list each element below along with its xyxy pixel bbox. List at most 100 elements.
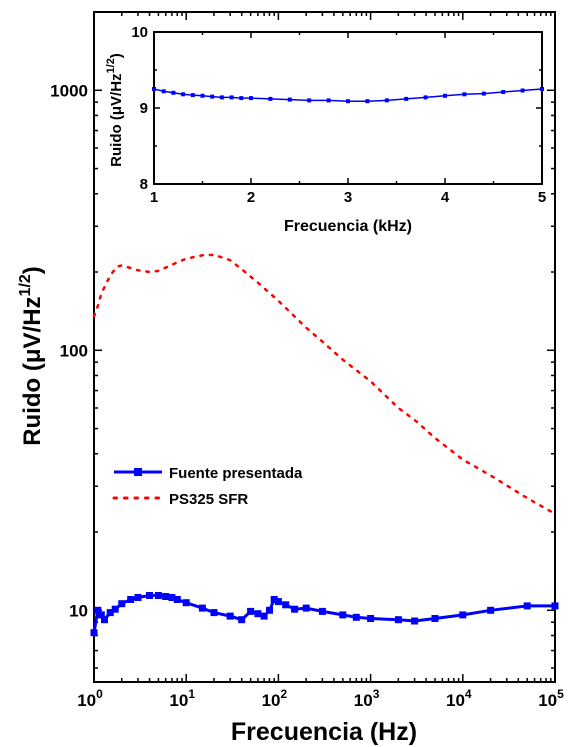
main-x-tick-label: 105 (538, 687, 564, 710)
inset-x-axis-title: Frecuencia (kHz) (284, 218, 412, 235)
main-plot-frame (93, 11, 556, 683)
inset-series-point (501, 90, 506, 94)
inset-x-tick-label: 4 (441, 189, 450, 206)
main-series-point (94, 606, 102, 614)
main-series-point (210, 609, 218, 617)
main-series-point (168, 594, 176, 601)
main-series-layer (90, 253, 559, 637)
inset-series-point (161, 89, 166, 94)
main-series-point (146, 592, 153, 599)
main-x-tick-label: 103 (354, 687, 380, 710)
inset-y-axis-title: Ruido (μV/Hz1/2) (105, 53, 125, 167)
inset-series-point (268, 96, 273, 101)
main-series-point (198, 604, 206, 612)
main-series-point (247, 607, 255, 615)
inset-series-point (481, 91, 486, 96)
main-series-point (162, 593, 170, 600)
inset-series-point (287, 97, 292, 102)
inset-y-tick-label: 10 (131, 24, 148, 41)
main-series-point (254, 610, 262, 618)
legend-label-fuente: Fuente presentada (169, 465, 303, 482)
inset-y-axis-title-exp: 1/2 (105, 58, 117, 73)
main-series-point (226, 612, 234, 620)
main-series-point (90, 629, 98, 637)
main-series-point (173, 596, 181, 603)
main-series-point (291, 605, 299, 613)
inset-y-tick-labels: 8 9 10 (131, 24, 148, 193)
inset-y-axis-title-close: ) (108, 53, 125, 58)
inset-series-point (200, 93, 205, 98)
inset-series-point (384, 98, 389, 103)
main-y-axis-title-unit: μV/Hz (19, 296, 46, 363)
inset-x-tick-label: 5 (538, 189, 546, 206)
main-series-point (127, 596, 135, 603)
inset-x-tick-labels: 1 2 3 4 5 (150, 189, 546, 206)
inset-ticks (153, 31, 543, 185)
main-series-point (394, 616, 402, 624)
main-x-tick-labels: 100 101 102 103 104 105 (77, 687, 564, 710)
main-series-point (339, 611, 347, 619)
inset-y-axis-title-unit: μV/Hz (108, 73, 125, 115)
inset-series-point (540, 87, 544, 91)
inset-series-point (219, 95, 224, 100)
inset-series-point (190, 93, 195, 98)
main-x-tick-label: 104 (446, 687, 472, 710)
main-series-point (274, 598, 282, 606)
main-series-point (318, 607, 326, 615)
inset-series-point (365, 99, 370, 104)
main-series-point (367, 615, 375, 622)
main-ticks (93, 11, 556, 682)
main-series-point (551, 602, 559, 610)
inset-series-point (152, 87, 156, 91)
inset-series-point (404, 96, 409, 101)
inset-series-layer (152, 87, 544, 104)
legend-label-ps325: PS325 SFR (169, 491, 248, 508)
main-y-axis-title-close: ) (19, 266, 46, 274)
main-series-point (266, 606, 273, 614)
main-series-point (282, 601, 290, 609)
main-y-axis-title: Ruido (μV/Hz1/2) (17, 266, 46, 446)
main-series-point (352, 613, 360, 621)
inset-series-point (423, 95, 428, 100)
main-x-tick-label: 102 (262, 687, 288, 710)
main-y-tick-label: 1000 (50, 81, 88, 100)
inset-series-point (171, 90, 176, 95)
inset-series-point (249, 96, 253, 101)
main-x-tick-label: 101 (169, 687, 195, 710)
main-series-point (118, 600, 126, 608)
inset-series-point (326, 98, 331, 103)
main-series-line-ps325 (92, 253, 557, 516)
inset-series-point (520, 88, 525, 93)
inset-y-tick-label: 8 (140, 176, 148, 193)
main-y-tick-label: 100 (60, 341, 88, 360)
inset-y-axis-title-main: Ruido ( (108, 115, 125, 167)
legend-swatch-fuente-marker (134, 468, 142, 476)
main-series-point (238, 616, 246, 624)
main-series-point (260, 612, 268, 620)
inset-x-tick-label: 3 (344, 189, 352, 206)
main-series-point (523, 602, 531, 610)
inset-y-tick-label: 9 (140, 100, 148, 117)
inset-series-point (307, 98, 312, 103)
main-series-point (97, 611, 105, 619)
main-series-point (302, 604, 310, 612)
main-y-tick-label: 10 (69, 601, 88, 620)
inset-series-point (346, 99, 350, 104)
main-y-axis-title-exp: 1/2 (17, 274, 34, 296)
main-series-point (459, 611, 467, 619)
main-y-axis-title-main: Ruido ( (19, 363, 46, 446)
main-series-point (111, 605, 119, 613)
main-y-tick-labels: 10 100 1000 (50, 81, 88, 620)
inset-x-tick-label: 1 (150, 189, 158, 206)
inset-series-point (181, 92, 186, 97)
inset-plot-frame (153, 31, 543, 185)
main-x-tick-label: 100 (77, 687, 103, 710)
main-series-point (431, 615, 439, 622)
main-series-point (270, 596, 278, 603)
inset-series-point (229, 95, 234, 100)
main-series-point (134, 594, 142, 601)
main-series-point (106, 609, 114, 617)
inset-series-point (443, 93, 447, 98)
legend: Fuente presentada PS325 SFR (112, 465, 303, 508)
